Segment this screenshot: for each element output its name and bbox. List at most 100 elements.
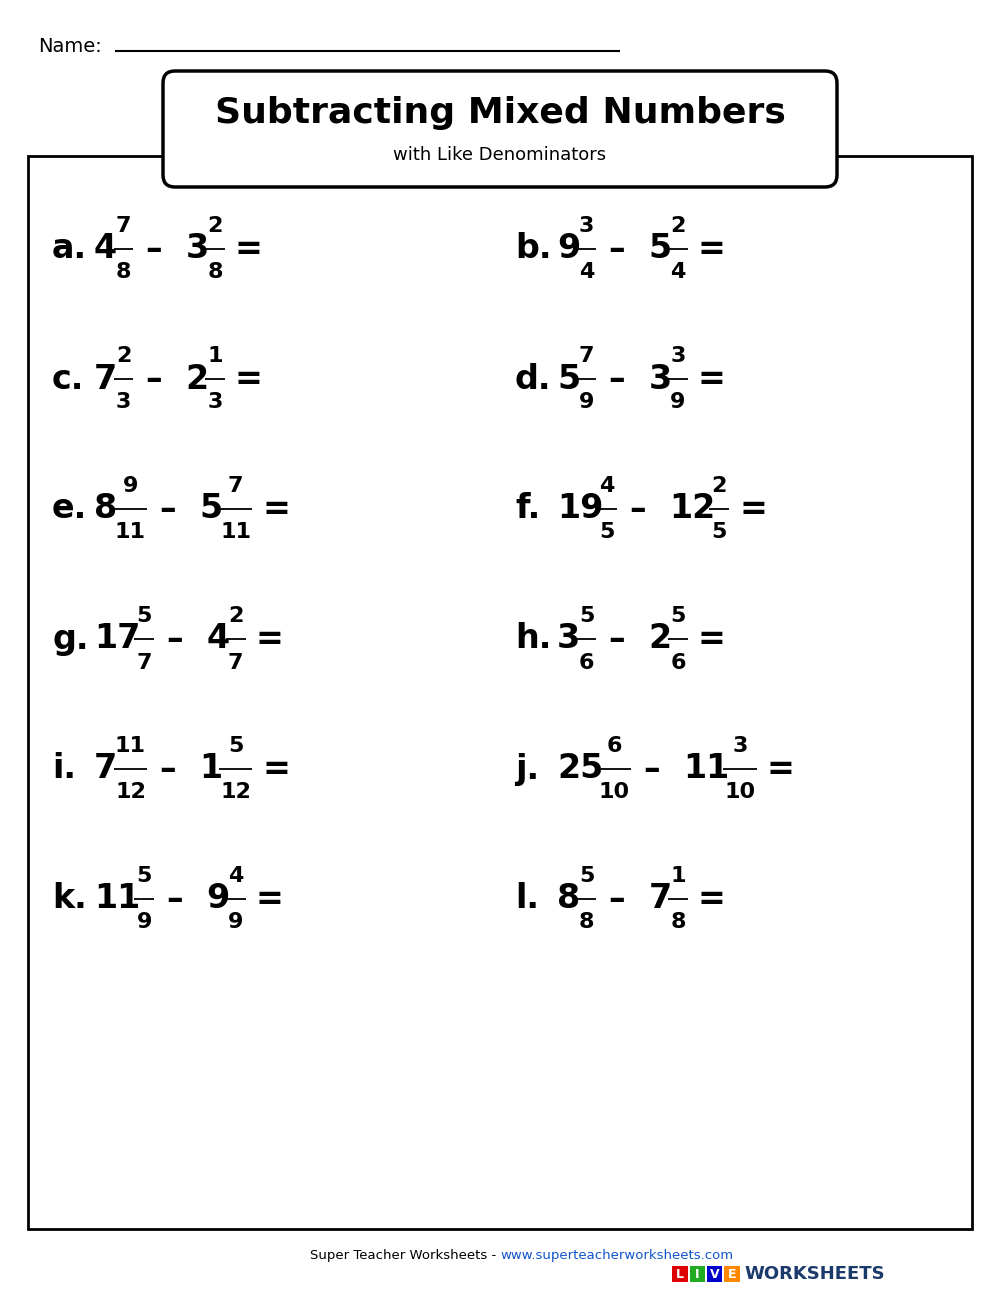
Text: 5: 5: [579, 605, 594, 626]
Text: =: =: [256, 622, 283, 656]
Text: c.: c.: [52, 363, 84, 395]
Text: 3: 3: [207, 392, 223, 413]
Text: 2: 2: [185, 363, 209, 395]
Text: 11: 11: [115, 523, 146, 542]
Text: –: –: [608, 883, 625, 915]
Text: 9: 9: [557, 232, 580, 266]
Text: =: =: [235, 232, 263, 266]
Text: 9: 9: [137, 913, 152, 932]
Text: –: –: [166, 622, 183, 656]
Text: 3: 3: [732, 736, 748, 755]
Text: –: –: [643, 753, 660, 785]
Text: 1: 1: [199, 753, 222, 785]
Text: 2: 2: [207, 216, 223, 235]
Text: b.: b.: [515, 232, 552, 266]
FancyBboxPatch shape: [28, 156, 972, 1229]
Text: 5: 5: [137, 605, 152, 626]
Text: 4: 4: [600, 475, 615, 496]
Text: =: =: [698, 883, 726, 915]
Text: 9: 9: [670, 392, 686, 413]
Text: =: =: [256, 883, 283, 915]
Bar: [707, 1266, 722, 1282]
Text: –: –: [166, 883, 183, 915]
Text: =: =: [767, 753, 795, 785]
Text: 4: 4: [670, 262, 686, 283]
Text: 7: 7: [116, 216, 131, 235]
Text: 3: 3: [670, 346, 686, 365]
Text: www.superteacherworksheets.com: www.superteacherworksheets.com: [500, 1250, 733, 1263]
Text: g.: g.: [52, 622, 88, 656]
Text: 9: 9: [123, 475, 138, 496]
Text: =: =: [262, 492, 290, 525]
Text: –: –: [608, 232, 625, 266]
Text: 5: 5: [600, 523, 615, 542]
Text: I: I: [695, 1268, 699, 1281]
Text: =: =: [698, 622, 726, 656]
Text: 8: 8: [579, 913, 594, 932]
Text: 3: 3: [116, 392, 131, 413]
Text: l.: l.: [515, 883, 539, 915]
Text: f.: f.: [515, 492, 540, 525]
Text: 12: 12: [220, 782, 251, 803]
Text: 8: 8: [116, 262, 131, 283]
Text: 19: 19: [557, 492, 603, 525]
Text: d.: d.: [515, 363, 552, 395]
Text: k.: k.: [52, 883, 87, 915]
Text: =: =: [698, 363, 726, 395]
Text: Name:: Name:: [38, 36, 102, 56]
Text: 5: 5: [557, 363, 580, 395]
Text: =: =: [739, 492, 767, 525]
Text: 25: 25: [557, 753, 603, 785]
Text: –: –: [608, 363, 625, 395]
Text: 1: 1: [207, 346, 223, 365]
Text: 7: 7: [228, 652, 243, 673]
Text: 5: 5: [199, 492, 222, 525]
Text: –: –: [159, 753, 176, 785]
Text: 4: 4: [228, 865, 243, 886]
Text: 11: 11: [94, 883, 140, 915]
Text: 10: 10: [724, 782, 756, 803]
Text: WORKSHEETS: WORKSHEETS: [744, 1265, 885, 1283]
Text: 2: 2: [116, 346, 131, 365]
Text: 4: 4: [206, 622, 229, 656]
Bar: [690, 1266, 705, 1282]
Text: 17: 17: [94, 622, 140, 656]
Text: 3: 3: [185, 232, 209, 266]
Text: 6: 6: [579, 652, 594, 673]
Text: 8: 8: [207, 262, 223, 283]
Text: 7: 7: [94, 753, 117, 785]
Text: 5: 5: [648, 232, 672, 266]
Text: –: –: [608, 622, 625, 656]
Text: 9: 9: [206, 883, 229, 915]
Text: 5: 5: [712, 523, 727, 542]
Bar: [724, 1266, 740, 1282]
Text: 2: 2: [670, 216, 686, 235]
Text: –: –: [159, 492, 176, 525]
Text: –: –: [145, 363, 162, 395]
Text: –: –: [145, 232, 162, 266]
Text: 6: 6: [606, 736, 622, 755]
Text: 7: 7: [579, 346, 594, 365]
Text: 3: 3: [648, 363, 672, 395]
Text: h.: h.: [515, 622, 551, 656]
Text: 8: 8: [557, 883, 580, 915]
Text: =: =: [235, 363, 263, 395]
Text: 5: 5: [670, 605, 686, 626]
Text: 3: 3: [557, 622, 580, 656]
Text: E: E: [728, 1268, 736, 1281]
Text: –: –: [629, 492, 646, 525]
Text: 2: 2: [712, 475, 727, 496]
Text: 9: 9: [228, 913, 243, 932]
Text: =: =: [262, 753, 290, 785]
Text: Subtracting Mixed Numbers: Subtracting Mixed Numbers: [215, 96, 785, 130]
Text: a.: a.: [52, 232, 87, 266]
Text: 7: 7: [648, 883, 672, 915]
Text: 2: 2: [228, 605, 243, 626]
Text: V: V: [710, 1268, 720, 1281]
Text: 7: 7: [228, 475, 243, 496]
Text: j.: j.: [515, 753, 539, 785]
Text: =: =: [698, 232, 726, 266]
FancyBboxPatch shape: [163, 71, 837, 187]
Text: 7: 7: [136, 652, 152, 673]
Text: 4: 4: [94, 232, 117, 266]
